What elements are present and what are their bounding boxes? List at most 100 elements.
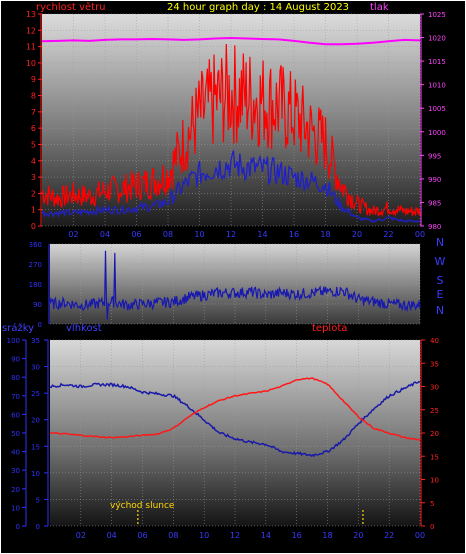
rain-tick-label: 70 [11,393,20,401]
humidity-panel-axes: 0510152025303501020304050607080901000510… [7,337,439,540]
wind-speed-tick-label: 2 [31,189,36,198]
wind-time-tick-label: 10 [194,230,204,239]
direction-panel-series [49,250,421,320]
wind-panel-series [41,36,421,224]
humidity-tick-label: 10 [31,470,40,478]
humidity-time-tick-label: 16 [292,531,302,540]
compass-label: N [436,304,444,317]
direction-tick-label: 270 [29,261,42,269]
pressure-series [41,36,421,46]
temperature-tick-label: 5 [430,500,434,508]
wind-speed-tick-label: 0 [31,222,36,231]
humidity-label: vlhkost [66,323,102,334]
compass-label: E [437,288,444,301]
pressure-tick-label: 985 [428,199,441,207]
wind-gust-series [41,43,421,218]
direction-tick-label: 180 [29,281,42,289]
wind-speed-tick-label: 3 [31,173,36,182]
humidity-time-tick-label: 22 [384,531,394,540]
sunrise-label: východ slunce [110,501,175,511]
humidity-panel-grid [50,339,421,527]
humidity-tick-label: 5 [36,496,40,504]
wind-time-tick-label: 22 [383,230,393,239]
compass-label: S [437,274,444,287]
wind-panel-axes: 0123456789101112139809859909951000100510… [26,10,446,239]
temperature-label: teplota [312,323,347,334]
pressure-tick-label: 1020 [428,35,446,43]
direction-tick-label: 360 [29,241,42,249]
humidity-time-tick-label: 14 [261,531,271,540]
humidity-tick-label: 15 [31,443,40,451]
humidity-time-tick-label: 06 [137,531,147,540]
rain-tick-label: 90 [11,356,20,364]
wind-speed-tick-label: 1 [31,206,36,215]
direction-tick-label: 0 [38,321,42,329]
wind-speed-tick-label: 7 [31,108,36,117]
temperature-tick-label: 40 [430,337,439,345]
humidity-tick-label: 30 [31,364,40,372]
wind-speed-tick-label: 5 [31,140,36,149]
wind-speed-tick-label: 4 [31,157,36,166]
wind-speed-tick-label: 10 [26,59,36,68]
temperature-tick-label: 15 [430,453,439,461]
temperature-tick-label: 0 [430,523,434,531]
wind-time-tick-label: 16 [289,230,299,239]
wind-time-tick-label: 06 [131,230,141,239]
humidity-time-tick-label: 04 [107,531,117,540]
wind-speed-tick-label: 11 [26,43,36,52]
pressure-tick-label: 980 [428,223,441,231]
direction-panel-axes: 0 90 180 270 360 [29,241,50,329]
rain-tick-label: 40 [11,449,20,457]
humidity-tick-label: 20 [31,417,40,425]
pressure-tick-label: 1015 [428,58,446,66]
wind-time-tick-label: 20 [352,230,362,239]
humidity-time-tick-label: 12 [230,531,240,540]
wind-time-tick-label: 04 [100,230,110,239]
wind-speed-tick-label: 6 [31,124,36,133]
direction-series [49,250,421,320]
pressure-label: tlak [370,2,389,13]
temperature-tick-label: 35 [430,360,439,368]
pressure-tick-label: 1000 [428,129,446,137]
humidity-tick-label: 35 [31,337,40,345]
humidity-series [49,380,421,458]
humidity-time-tick-label: 02 [76,531,86,540]
rain-label: srážky [2,322,34,334]
wind-time-tick-label: 08 [163,230,173,239]
wind-time-tick-label: 18 [320,230,330,239]
pressure-tick-label: 1010 [428,82,446,90]
pressure-tick-label: 1025 [428,11,446,19]
humidity-time-tick-label: 18 [322,531,332,540]
temperature-tick-label: 25 [430,407,439,415]
humidity-time-tick-label: 20 [353,531,363,540]
wind-speed-label: rychlost větru [36,1,106,13]
rain-tick-label: 60 [11,411,20,419]
wind-speed-tick-label: 9 [31,75,36,84]
rain-tick-label: 50 [11,430,20,438]
humidity-panel-series [49,377,421,526]
temperature-series [49,377,421,441]
humidity-time-tick-label: 10 [199,531,209,540]
wind-speed-tick-label: 8 [31,92,36,101]
humidity-tick-label: 0 [36,523,40,531]
wind-time-tick-label: 12 [226,230,236,239]
rain-tick-label: 30 [11,467,20,475]
pressure-tick-label: 1005 [428,105,446,113]
wind-time-tick-label: 14 [257,230,267,239]
humidity-time-tick-label: 00 [415,531,425,540]
temperature-tick-label: 20 [430,430,439,438]
chart-title: 24 hour graph day : 14 August 2023 [167,2,349,13]
temperature-tick-label: 10 [430,477,439,485]
compass-label: W [435,255,446,268]
rain-tick-label: 80 [11,374,20,382]
direction-tick-label: 90 [33,301,42,309]
rain-tick-label: 0 [16,523,20,531]
pressure-tick-label: 995 [428,152,441,160]
direction-panel-grid [50,243,421,325]
wind-speed-tick-label: 12 [26,26,36,35]
rain-tick-label: 20 [11,486,20,494]
humidity-time-tick-label: 08 [168,531,178,540]
